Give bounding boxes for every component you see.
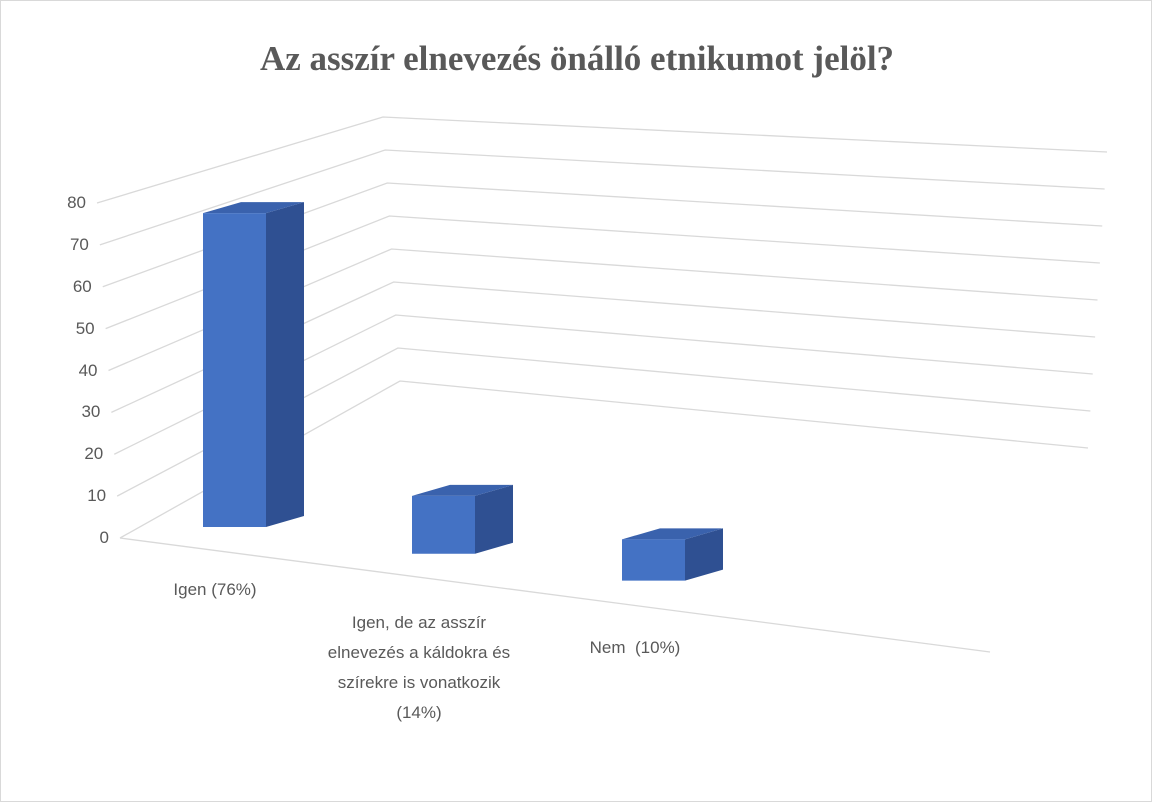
grid-line (102, 182, 1103, 288)
bar-side (475, 484, 513, 554)
y-tick-label: 60 (72, 276, 92, 296)
chart-title: Az asszír elnevezés önálló etnikumot jel… (259, 39, 895, 78)
y-tick-label: 40 (78, 360, 98, 380)
bar-top (412, 484, 513, 496)
x-tick-label: Igen (76%) (173, 580, 257, 599)
bar-top (203, 202, 304, 214)
y-tick-label: 70 (69, 234, 89, 254)
bar (412, 495, 475, 554)
bar-side (685, 528, 723, 581)
bar-top (622, 528, 723, 540)
grid-line (99, 149, 1105, 246)
bar-side (266, 202, 304, 527)
bar (622, 539, 685, 581)
y-tick-label: 50 (75, 318, 95, 338)
grid-line (108, 248, 1098, 372)
x-tick-label: Igen, de az asszír elnevezés a káldokra … (327, 613, 515, 722)
bar (203, 213, 266, 527)
y-tick-label: 80 (67, 193, 86, 212)
grid-line (105, 215, 1100, 330)
x-tick-label: Nem (10%) (589, 638, 681, 657)
floor-edge (119, 537, 991, 653)
y-tick-label: 10 (87, 486, 107, 506)
y-tick-label: 20 (84, 444, 104, 464)
y-tick-label: 0 (99, 528, 109, 547)
grid-line (96, 116, 1108, 204)
y-tick-label: 30 (81, 402, 101, 422)
